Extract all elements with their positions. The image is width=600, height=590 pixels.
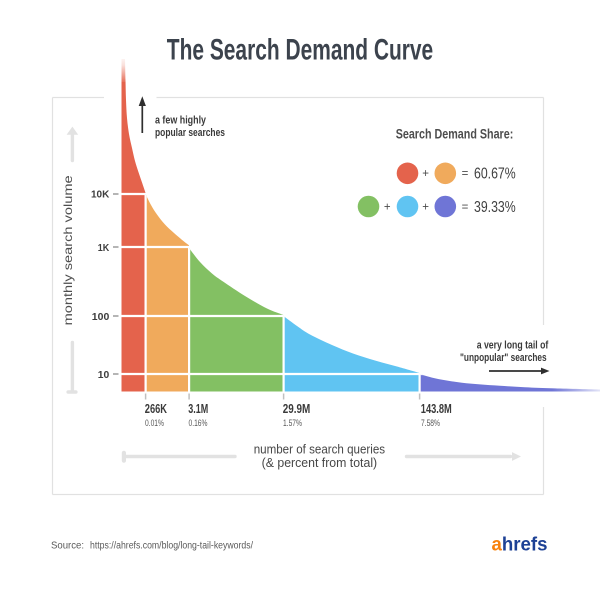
svg-text:number of search queries: number of search queries <box>254 441 386 456</box>
svg-text:popular searches: popular searches <box>155 127 225 139</box>
svg-text:Source:: Source: <box>51 541 84 552</box>
svg-text:29.9M: 29.9M <box>283 402 311 416</box>
svg-text:60.67%: 60.67% <box>474 166 516 183</box>
svg-text:a very long tail of: a very long tail of <box>477 340 549 352</box>
svg-text:7.58%: 7.58% <box>421 418 440 428</box>
svg-text:"unpopular" searches: "unpopular" searches <box>460 352 547 364</box>
svg-text:=: = <box>462 168 469 180</box>
svg-text:0.16%: 0.16% <box>189 418 208 428</box>
svg-text:1.57%: 1.57% <box>283 418 302 428</box>
svg-text:266K: 266K <box>145 402 167 416</box>
svg-text:0.01%: 0.01% <box>145 418 164 428</box>
svg-text:https://ahrefs.com/blog/long-t: https://ahrefs.com/blog/long-tail-keywor… <box>90 541 253 552</box>
svg-text:=: = <box>462 201 469 213</box>
svg-text:+: + <box>422 201 429 213</box>
svg-text:3.1M: 3.1M <box>188 402 208 416</box>
svg-text:10K: 10K <box>91 189 110 201</box>
svg-text:100: 100 <box>92 311 110 323</box>
svg-text:1K: 1K <box>98 242 110 254</box>
svg-text:10: 10 <box>98 369 110 381</box>
svg-text:Search Demand Share:: Search Demand Share: <box>396 126 514 141</box>
svg-text:39.33%: 39.33% <box>474 199 516 216</box>
svg-text:143.8M: 143.8M <box>421 402 452 416</box>
svg-text:a few highly: a few highly <box>155 115 206 127</box>
svg-text:monthly search volume: monthly search volume <box>61 175 75 325</box>
svg-text:+: + <box>422 168 429 180</box>
svg-text:+: + <box>384 201 391 213</box>
svg-text:The Search Demand Curve: The Search Demand Curve <box>167 33 433 66</box>
svg-text:ahrefs: ahrefs <box>492 534 548 556</box>
svg-text:(& percent from total): (& percent from total) <box>262 455 378 470</box>
